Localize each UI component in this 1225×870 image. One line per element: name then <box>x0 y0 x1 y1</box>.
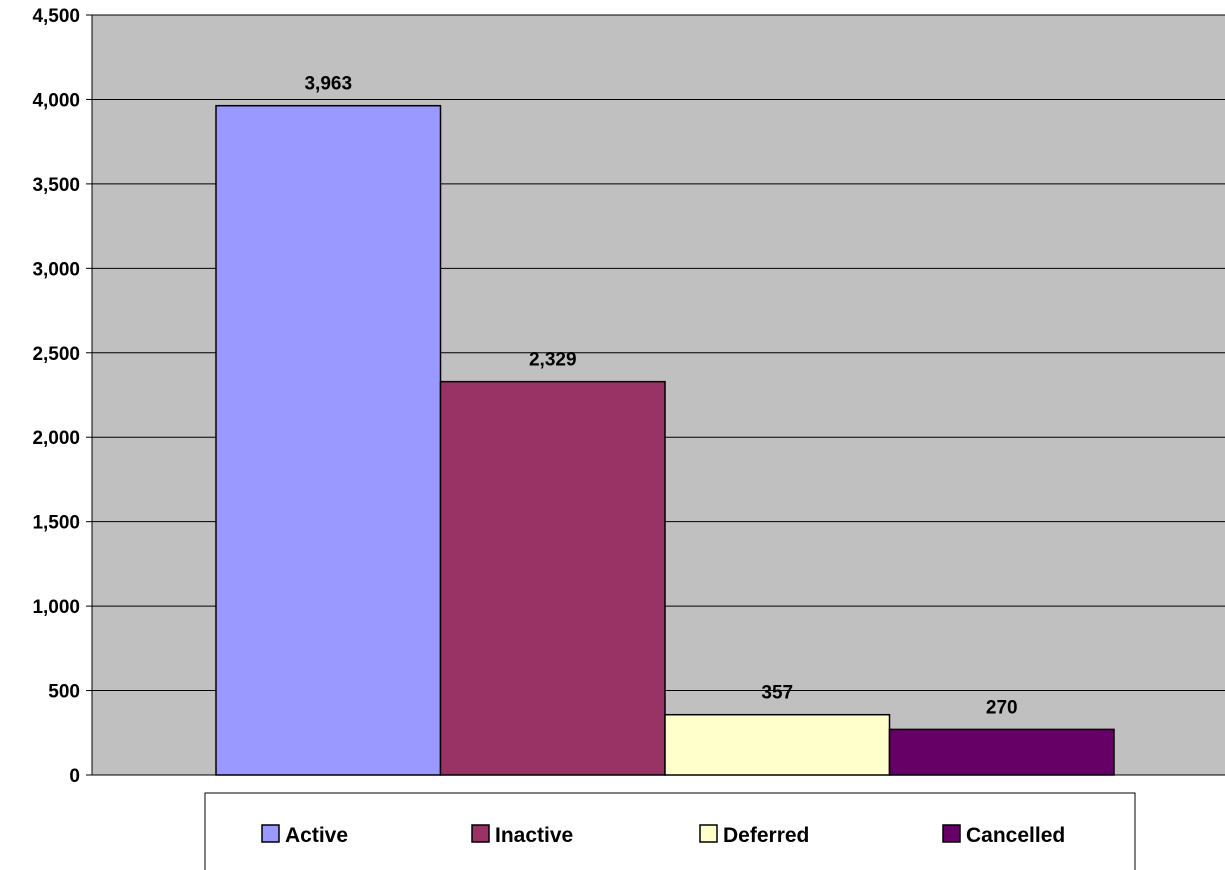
bars <box>215 104 1115 776</box>
data-label-cancelled: 270 <box>986 697 1018 718</box>
bar-inactive <box>439 380 666 776</box>
legend-item-deferred: Deferred <box>699 824 809 847</box>
data-labels: 3,963 2,329 357 270 <box>304 74 1017 719</box>
data-label-deferred: 357 <box>761 683 793 704</box>
y-tick-label: 4,500 <box>32 6 80 27</box>
y-tick-label: 1,500 <box>32 513 80 534</box>
legend-label-cancelled: Cancelled <box>966 824 1065 847</box>
legend-swatch-active <box>261 824 280 843</box>
y-tick-label: 2,500 <box>32 344 80 365</box>
y-tick-label: 3,500 <box>32 175 80 196</box>
legend: Active Inactive Deferred Cancelled <box>204 792 1136 870</box>
legend-swatch-deferred <box>699 824 718 843</box>
bar-active <box>215 104 442 776</box>
legend-label-deferred: Deferred <box>723 824 809 847</box>
legend-item-active: Active <box>261 824 348 847</box>
bar-deferred <box>664 713 891 776</box>
legend-label-inactive: Inactive <box>495 824 573 847</box>
y-tick-label: 1,000 <box>32 597 80 618</box>
bar-cancelled <box>888 728 1115 776</box>
y-tick-label: 4,000 <box>32 90 80 111</box>
data-label-active: 3,963 <box>304 74 352 95</box>
legend-swatch-inactive <box>471 824 490 843</box>
legend-swatch-cancelled <box>942 824 961 843</box>
y-tick-label: 3,000 <box>32 259 80 280</box>
legend-item-cancelled: Cancelled <box>942 824 1065 847</box>
legend-box <box>204 792 1136 870</box>
data-label-inactive: 2,329 <box>529 350 577 371</box>
legend-label-active: Active <box>285 824 348 847</box>
y-tick-label: 500 <box>48 682 80 703</box>
y-axis: 0 500 1,000 1,500 2,000 2,500 3,000 3,500 4,000 4… <box>32 6 1225 787</box>
y-tick-label: 2,000 <box>32 428 80 449</box>
legend-item-inactive: Inactive <box>471 824 573 847</box>
y-tick-label: 0 <box>69 766 80 787</box>
